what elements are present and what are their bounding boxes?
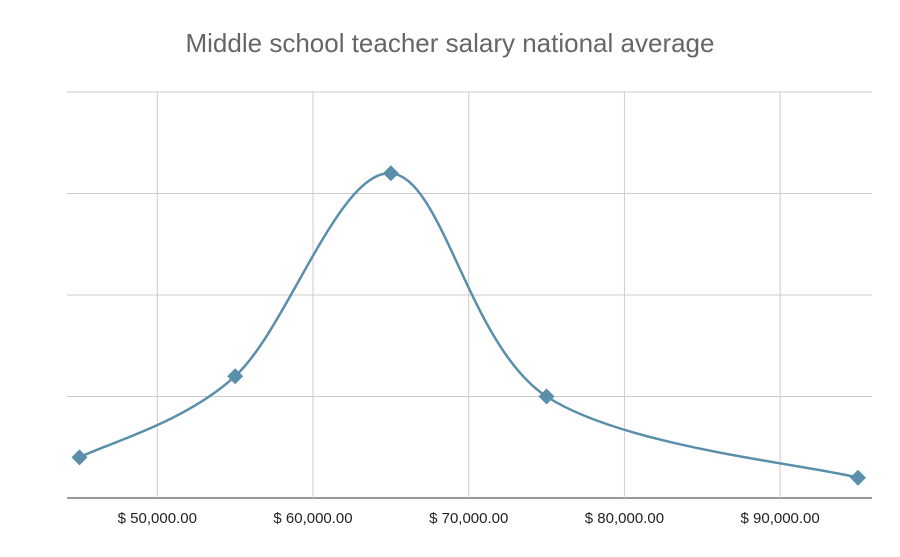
- x-tick-label: $ 90,000.00: [741, 510, 820, 527]
- line: [78, 171, 859, 479]
- marker: [382, 165, 399, 182]
- chart-title: Middle school teacher salary national av…: [186, 28, 715, 58]
- x-tick-label: $ 60,000.00: [273, 510, 352, 527]
- marker: [849, 469, 866, 486]
- x-tick-label: $ 50,000.00: [118, 510, 197, 527]
- x-tick-label: $ 80,000.00: [585, 510, 664, 527]
- x-tick-label: $ 70,000.00: [429, 510, 508, 527]
- marker: [227, 368, 244, 385]
- marker: [538, 388, 555, 405]
- marker: [71, 449, 88, 466]
